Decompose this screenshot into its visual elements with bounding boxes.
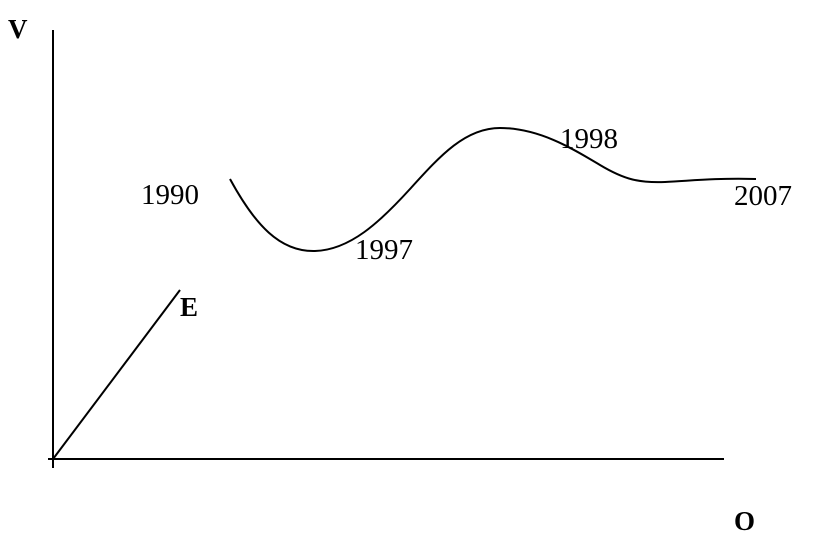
y-axis-label: V bbox=[8, 14, 28, 44]
line-e bbox=[52, 289, 181, 460]
line-e-label: E bbox=[180, 292, 198, 322]
x-axis-label: O bbox=[734, 506, 755, 536]
year-label-1997: 1997 bbox=[355, 234, 413, 266]
year-label-2007: 2007 bbox=[734, 180, 792, 212]
curve-1990-2007 bbox=[229, 127, 757, 253]
year-label-1998: 1998 bbox=[560, 123, 618, 155]
year-label-1990: 1990 bbox=[141, 179, 199, 211]
